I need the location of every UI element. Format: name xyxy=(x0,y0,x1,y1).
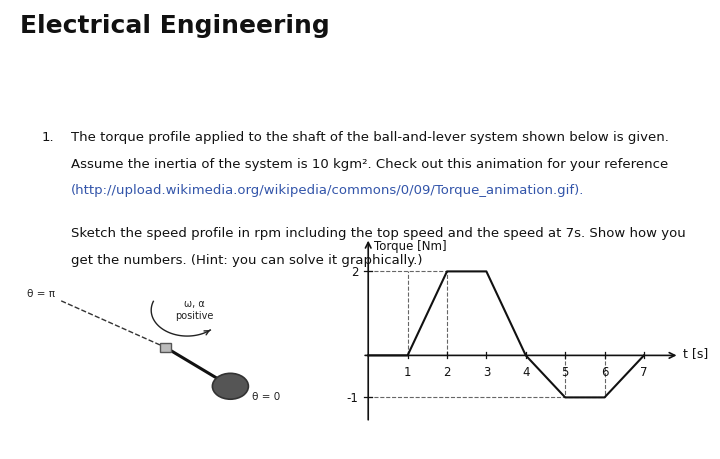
Text: 3: 3 xyxy=(482,365,490,378)
Text: (http://upload.wikimedia.org/wikipedia/commons/0/09/Torque_animation.gif).: (http://upload.wikimedia.org/wikipedia/c… xyxy=(71,184,584,197)
Text: 7: 7 xyxy=(640,365,648,378)
Text: 5: 5 xyxy=(562,365,569,378)
Text: Torque [Nm]: Torque [Nm] xyxy=(374,239,446,252)
Text: Assume the inertia of the system is 10 kgm². Check out this animation for your r: Assume the inertia of the system is 10 k… xyxy=(71,157,668,170)
Text: The torque profile applied to the shaft of the ball-and-lever system shown below: The torque profile applied to the shaft … xyxy=(71,131,668,144)
Text: -1: -1 xyxy=(346,391,359,404)
Text: 1.: 1. xyxy=(42,131,55,144)
Bar xyxy=(160,343,171,352)
Text: Sketch the speed profile in rpm including the top speed and the speed at 7s. Sho: Sketch the speed profile in rpm includin… xyxy=(71,227,685,240)
Text: 2: 2 xyxy=(351,265,359,278)
Text: Electrical Engineering: Electrical Engineering xyxy=(20,14,330,38)
Text: 1: 1 xyxy=(404,365,411,378)
Text: ω, α: ω, α xyxy=(184,299,204,309)
Text: 2: 2 xyxy=(444,365,451,378)
Text: θ = 0: θ = 0 xyxy=(252,392,280,402)
Text: get the numbers. (Hint: you can solve it graphically.): get the numbers. (Hint: you can solve it… xyxy=(71,253,422,266)
Circle shape xyxy=(212,374,248,399)
Text: positive: positive xyxy=(175,311,214,321)
Text: 6: 6 xyxy=(600,365,608,378)
Text: 4: 4 xyxy=(522,365,529,378)
Text: θ = π: θ = π xyxy=(27,289,55,299)
Text: t [s]: t [s] xyxy=(683,346,708,359)
